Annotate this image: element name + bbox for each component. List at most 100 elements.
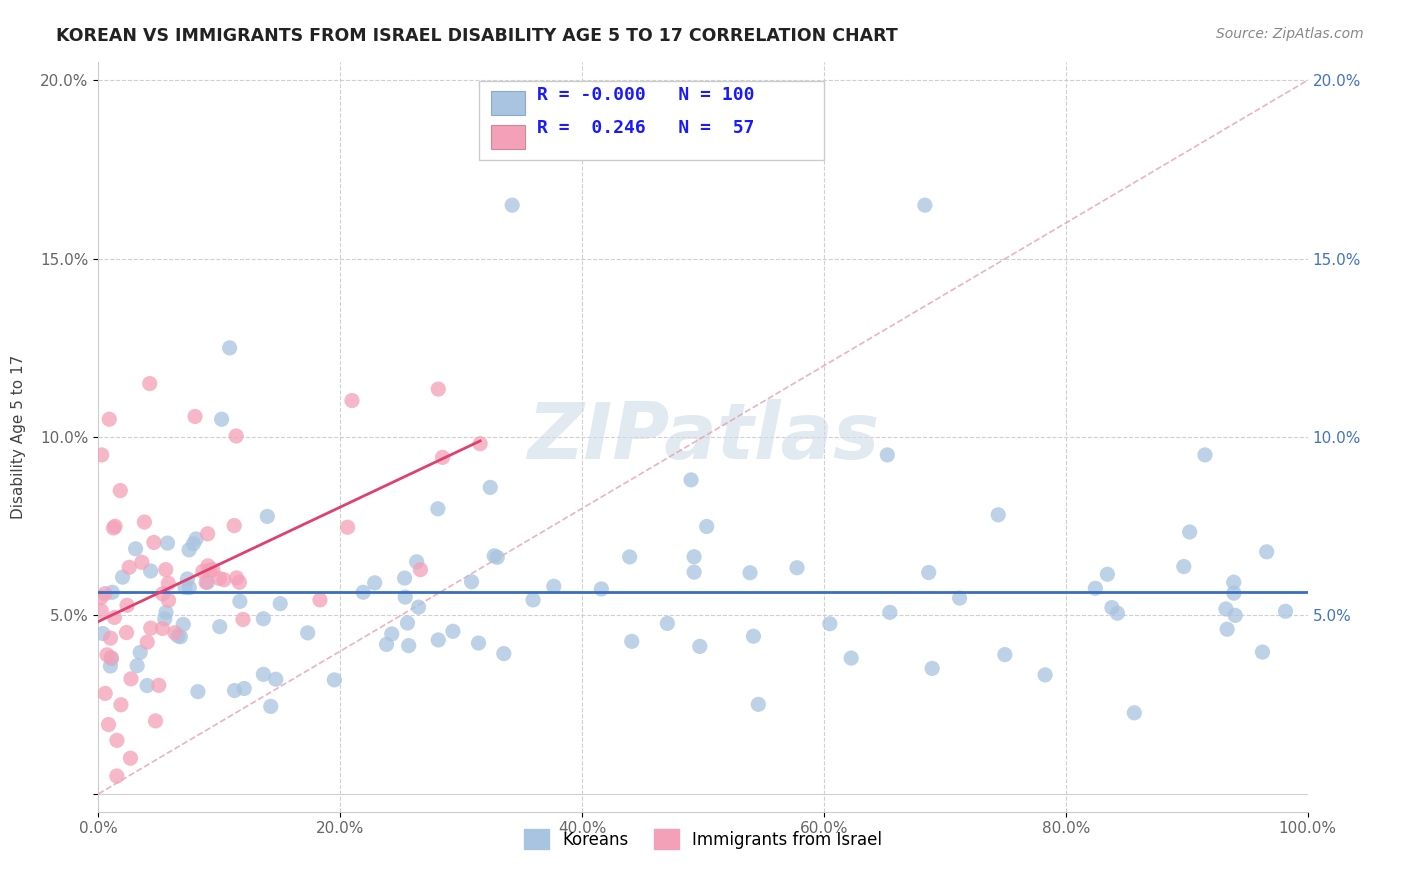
Text: KOREAN VS IMMIGRANTS FROM ISRAEL DISABILITY AGE 5 TO 17 CORRELATION CHART: KOREAN VS IMMIGRANTS FROM ISRAEL DISABIL…	[56, 27, 898, 45]
Immigrants from Israel	[432, 450, 454, 465]
Immigrants from Israel	[118, 560, 141, 574]
Koreans	[101, 585, 124, 599]
Immigrants from Israel	[197, 558, 219, 573]
Koreans	[224, 683, 246, 698]
Koreans	[839, 651, 862, 665]
Koreans	[818, 616, 841, 631]
Immigrants from Israel	[103, 521, 125, 535]
Koreans	[522, 593, 544, 607]
Immigrants from Israel	[208, 571, 231, 585]
Koreans	[394, 590, 416, 604]
Immigrants from Israel	[94, 587, 117, 601]
Koreans	[233, 681, 256, 696]
Koreans	[479, 480, 502, 494]
Koreans	[427, 632, 450, 647]
Immigrants from Israel	[157, 593, 180, 607]
Immigrants from Israel	[155, 563, 177, 577]
Koreans	[1274, 604, 1296, 618]
Immigrants from Israel	[97, 717, 120, 731]
Immigrants from Israel	[157, 576, 180, 591]
Koreans	[297, 625, 319, 640]
Koreans	[124, 541, 146, 556]
Koreans	[543, 579, 565, 593]
Koreans	[208, 620, 231, 634]
Immigrants from Israel	[336, 520, 359, 534]
Immigrants from Israel	[120, 672, 142, 686]
Koreans	[252, 612, 274, 626]
Koreans	[375, 637, 398, 651]
Koreans	[394, 571, 416, 585]
Immigrants from Israel	[148, 678, 170, 692]
Koreans	[1178, 524, 1201, 539]
Koreans	[129, 645, 152, 659]
Immigrants from Israel	[94, 686, 117, 700]
Immigrants from Israel	[232, 612, 254, 626]
Koreans	[1084, 582, 1107, 596]
Immigrants from Israel	[90, 448, 112, 462]
Koreans	[100, 659, 122, 673]
Koreans	[211, 412, 233, 426]
Koreans	[467, 636, 489, 650]
Koreans	[747, 698, 769, 712]
Koreans	[155, 606, 177, 620]
Immigrants from Israel	[427, 382, 450, 396]
Koreans	[460, 574, 482, 589]
Immigrants from Israel	[195, 575, 218, 590]
Koreans	[501, 198, 523, 212]
Immigrants from Israel	[152, 622, 174, 636]
Koreans	[987, 508, 1010, 522]
Koreans	[100, 651, 122, 665]
Koreans	[177, 542, 200, 557]
Y-axis label: Disability Age 5 to 17: Disability Age 5 to 17	[11, 355, 27, 519]
Immigrants from Israel	[225, 571, 247, 585]
Immigrants from Israel	[110, 698, 132, 712]
Koreans	[921, 661, 943, 675]
Immigrants from Israel	[184, 409, 207, 424]
Immigrants from Israel	[198, 563, 221, 577]
Immigrants from Israel	[409, 563, 432, 577]
Koreans	[153, 612, 176, 626]
Koreans	[1194, 448, 1216, 462]
Koreans	[948, 591, 970, 605]
Koreans	[786, 560, 808, 574]
Immigrants from Israel	[110, 483, 132, 498]
Koreans	[136, 679, 159, 693]
Text: ZIPatlas: ZIPatlas	[527, 399, 879, 475]
Koreans	[269, 597, 291, 611]
Koreans	[486, 550, 509, 565]
Koreans	[994, 648, 1017, 662]
Koreans	[264, 672, 287, 686]
Koreans	[689, 640, 711, 654]
Immigrants from Israel	[104, 519, 127, 533]
Koreans	[1225, 608, 1247, 623]
Koreans	[683, 549, 706, 564]
Koreans	[381, 627, 404, 641]
Immigrants from Israel	[468, 436, 491, 450]
Koreans	[187, 684, 209, 698]
Koreans	[591, 582, 613, 596]
Koreans	[441, 624, 464, 639]
Immigrants from Israel	[131, 555, 153, 569]
Koreans	[1223, 586, 1246, 600]
Immigrants from Israel	[105, 733, 128, 747]
Koreans	[657, 616, 679, 631]
Koreans	[184, 532, 207, 546]
Immigrants from Israel	[96, 648, 118, 662]
Koreans	[738, 566, 761, 580]
Immigrants from Israel	[309, 593, 332, 607]
Text: R = -0.000   N = 100: R = -0.000 N = 100	[537, 86, 755, 103]
Koreans	[1123, 706, 1146, 720]
Koreans	[218, 341, 240, 355]
Koreans	[1256, 545, 1278, 559]
Immigrants from Israel	[224, 518, 246, 533]
Koreans	[229, 594, 252, 608]
Immigrants from Israel	[134, 515, 156, 529]
Immigrants from Israel	[152, 587, 174, 601]
Koreans	[620, 634, 643, 648]
Immigrants from Israel	[100, 631, 122, 645]
Koreans	[139, 564, 162, 578]
Koreans	[396, 615, 419, 630]
Koreans	[91, 626, 114, 640]
Koreans	[408, 600, 430, 615]
Immigrants from Israel	[228, 575, 250, 590]
